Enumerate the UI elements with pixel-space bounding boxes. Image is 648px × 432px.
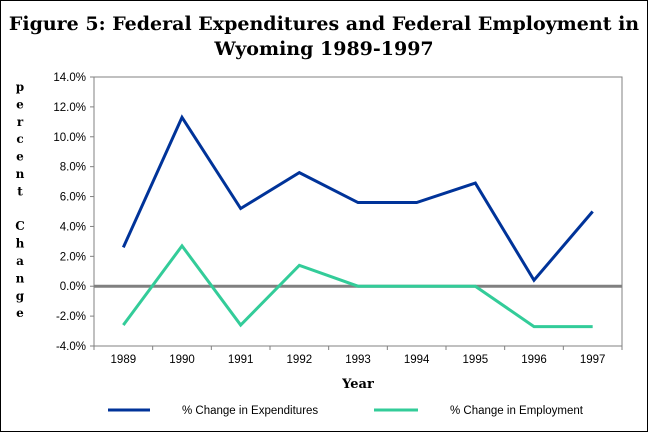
x-tick-label: 1989 — [111, 354, 137, 366]
x-tick-label: 1997 — [580, 354, 606, 366]
x-axis-label: Year — [341, 377, 374, 392]
y-tick-label: 4.0% — [60, 221, 86, 233]
x-tick-label: 1996 — [521, 354, 547, 366]
y-tick-label: 0.0% — [60, 281, 86, 293]
x-tick-label: 1990 — [169, 354, 195, 366]
y-tick-label: -2.0% — [56, 311, 86, 323]
y-tick-label: 14.0% — [53, 72, 86, 84]
y-tick-label: 12.0% — [53, 102, 86, 114]
series-line-expenditures — [121, 114, 594, 283]
series-line-employment — [122, 243, 593, 329]
x-tick-label: 1993 — [345, 354, 371, 366]
legend-label: % Change in Expenditures — [182, 405, 318, 417]
chart-title: Figure 5: Federal Expenditures and Feder… — [8, 13, 640, 60]
y-tick-label: 8.0% — [60, 162, 86, 174]
x-tick-label: 1991 — [228, 354, 254, 366]
y-tick-label: 2.0% — [60, 251, 86, 263]
plot-area — [93, 76, 623, 347]
legend-label: % Change in Employment — [450, 405, 584, 417]
y-tick-label: 6.0% — [60, 192, 86, 204]
y-tick-label: -4.0% — [56, 341, 86, 353]
x-tick-label: 1992 — [287, 354, 313, 366]
y-tick-label: 10.0% — [53, 132, 86, 144]
x-tick-label: 1995 — [463, 354, 489, 366]
x-tick-label: 1994 — [404, 354, 430, 366]
